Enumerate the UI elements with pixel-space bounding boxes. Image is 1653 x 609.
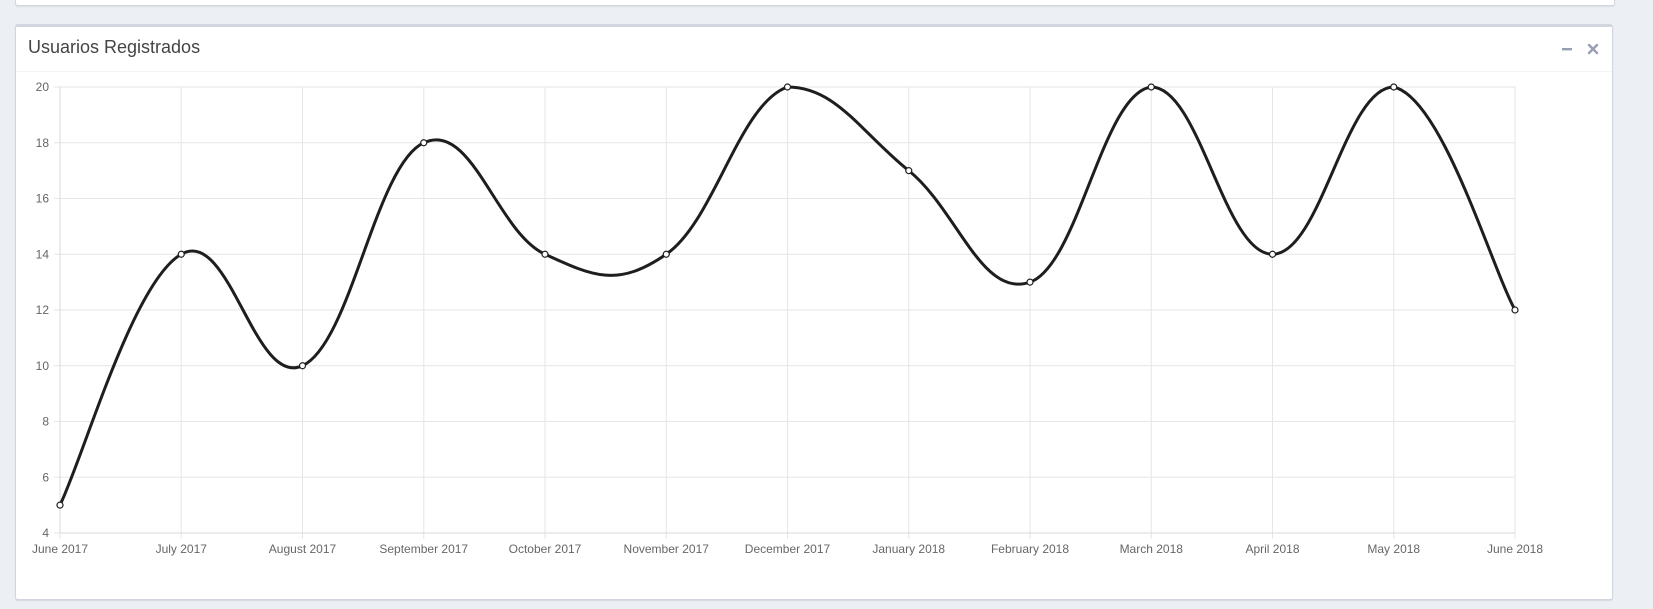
x-tick-label: November 2017 <box>624 542 710 556</box>
x-tick-label: July 2017 <box>156 542 208 556</box>
remove-button[interactable] <box>1582 38 1604 60</box>
registered-users-panel: Usuarios Registrados 4 6 8 10 12 14 16 18 20 June… <box>15 24 1613 600</box>
data-point <box>298 362 307 370</box>
x-tick-label: June 2017 <box>32 542 88 556</box>
x-tick-label: October 2017 <box>509 542 582 556</box>
close-icon <box>1587 43 1599 55</box>
y-tick-label: 10 <box>36 359 50 373</box>
data-point <box>905 167 913 175</box>
data-point <box>662 250 670 258</box>
line-chart: 4 6 8 10 12 14 16 18 20 June 2017 July 2017 August … <box>32 80 1543 556</box>
x-tick-label: September 2017 <box>379 542 468 556</box>
x-tick-label: March 2018 <box>1120 542 1184 556</box>
y-tick-label: 4 <box>42 526 49 540</box>
data-point <box>56 501 64 509</box>
x-tick-label: January 2018 <box>872 542 945 556</box>
x-tick-label: August 2017 <box>269 542 337 556</box>
x-tick-label: May 2018 <box>1367 542 1420 556</box>
y-tick-label: 18 <box>36 136 50 150</box>
y-tick-label: 8 <box>42 415 49 429</box>
data-point <box>1026 278 1034 286</box>
y-tick-label: 14 <box>36 247 50 261</box>
x-tick-label: February 2018 <box>991 542 1069 556</box>
data-point <box>1147 83 1155 91</box>
x-tick-label: December 2017 <box>745 542 831 556</box>
data-point <box>1511 306 1519 314</box>
data-point <box>541 250 549 258</box>
panel-title: Usuarios Registrados <box>28 37 201 57</box>
chart-area: 4 6 8 10 12 14 16 18 20 June 2017 July 2017 August … <box>16 72 1612 599</box>
y-tick-label: 6 <box>42 470 49 484</box>
data-point <box>420 139 428 147</box>
y-tick-label: 16 <box>36 192 50 206</box>
collapse-button[interactable] <box>1556 38 1578 60</box>
data-point <box>1390 83 1398 91</box>
panel-header: Usuarios Registrados <box>16 27 1612 72</box>
data-point <box>783 83 792 91</box>
previous-box <box>15 0 1615 6</box>
y-tick-label: 12 <box>36 303 50 317</box>
data-point <box>177 250 185 258</box>
data-point <box>1268 250 1277 258</box>
panel-tools <box>1556 38 1604 60</box>
x-tick-label: April 2018 <box>1245 542 1299 556</box>
y-tick-label: 20 <box>36 80 50 94</box>
minimize-icon <box>1562 48 1572 51</box>
x-tick-label: June 2018 <box>1487 542 1543 556</box>
